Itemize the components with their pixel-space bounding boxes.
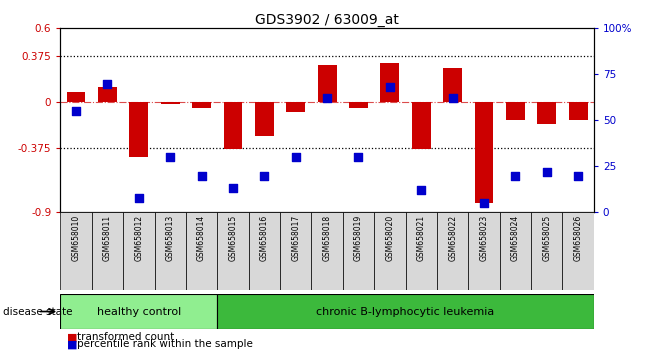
Bar xyxy=(349,102,368,108)
Bar xyxy=(123,212,154,290)
Bar xyxy=(405,212,437,290)
Point xyxy=(573,173,584,178)
Title: GDS3902 / 63009_at: GDS3902 / 63009_at xyxy=(255,13,399,27)
Point xyxy=(416,188,427,193)
Text: GSM658015: GSM658015 xyxy=(228,215,238,261)
Point xyxy=(478,200,489,206)
Bar xyxy=(223,102,242,149)
Bar xyxy=(311,212,343,290)
Bar xyxy=(444,68,462,102)
Bar xyxy=(474,102,493,202)
Text: GSM658020: GSM658020 xyxy=(385,215,395,261)
Point xyxy=(448,96,458,101)
Bar xyxy=(506,102,525,120)
Text: GSM658016: GSM658016 xyxy=(260,215,269,261)
Bar xyxy=(66,92,85,102)
Point xyxy=(291,154,301,160)
Bar xyxy=(192,102,211,108)
Bar xyxy=(154,212,186,290)
Bar xyxy=(343,212,374,290)
Text: transformed count: transformed count xyxy=(77,332,174,342)
Text: GSM658010: GSM658010 xyxy=(72,215,81,261)
Text: GSM658011: GSM658011 xyxy=(103,215,112,261)
Bar xyxy=(562,212,594,290)
Bar xyxy=(92,212,123,290)
Text: GSM658019: GSM658019 xyxy=(354,215,363,261)
Bar xyxy=(437,212,468,290)
Text: GSM658022: GSM658022 xyxy=(448,215,457,261)
Bar xyxy=(569,102,588,120)
Point xyxy=(510,173,521,178)
Point xyxy=(134,195,144,200)
Bar xyxy=(468,212,500,290)
Text: GSM658021: GSM658021 xyxy=(417,215,426,261)
Text: GSM658014: GSM658014 xyxy=(197,215,206,261)
Text: percentile rank within the sample: percentile rank within the sample xyxy=(77,339,253,349)
Bar xyxy=(280,212,311,290)
Text: GSM658012: GSM658012 xyxy=(134,215,144,261)
Bar xyxy=(380,63,399,102)
Bar xyxy=(249,212,280,290)
Bar xyxy=(217,212,249,290)
Text: GSM658023: GSM658023 xyxy=(480,215,488,261)
Text: GSM658017: GSM658017 xyxy=(291,215,300,261)
Bar xyxy=(537,102,556,124)
Bar xyxy=(374,212,405,290)
Bar xyxy=(60,294,217,329)
Point xyxy=(541,169,552,175)
Text: ■: ■ xyxy=(67,332,78,342)
Point xyxy=(259,173,270,178)
Text: GSM658026: GSM658026 xyxy=(574,215,582,261)
Bar xyxy=(412,102,431,149)
Text: healthy control: healthy control xyxy=(97,307,181,316)
Point xyxy=(384,84,395,90)
Bar xyxy=(98,87,117,102)
Bar xyxy=(531,212,562,290)
Bar xyxy=(255,102,274,136)
Point xyxy=(70,108,81,114)
Text: ■: ■ xyxy=(67,339,78,349)
Text: chronic B-lymphocytic leukemia: chronic B-lymphocytic leukemia xyxy=(317,307,495,316)
Bar xyxy=(287,102,305,112)
Bar xyxy=(186,212,217,290)
Point xyxy=(165,154,176,160)
Text: GSM658018: GSM658018 xyxy=(323,215,331,261)
Bar xyxy=(500,212,531,290)
Point xyxy=(227,185,238,191)
Bar xyxy=(161,102,180,104)
Bar xyxy=(60,212,92,290)
Point xyxy=(322,96,333,101)
Text: GSM658024: GSM658024 xyxy=(511,215,520,261)
Text: GSM658025: GSM658025 xyxy=(542,215,552,261)
Text: disease state: disease state xyxy=(3,307,73,316)
Text: GSM658013: GSM658013 xyxy=(166,215,174,261)
Point xyxy=(102,81,113,86)
Point xyxy=(353,154,364,160)
Bar xyxy=(130,102,148,157)
Bar xyxy=(217,294,594,329)
Bar xyxy=(317,65,337,102)
Point xyxy=(196,173,207,178)
